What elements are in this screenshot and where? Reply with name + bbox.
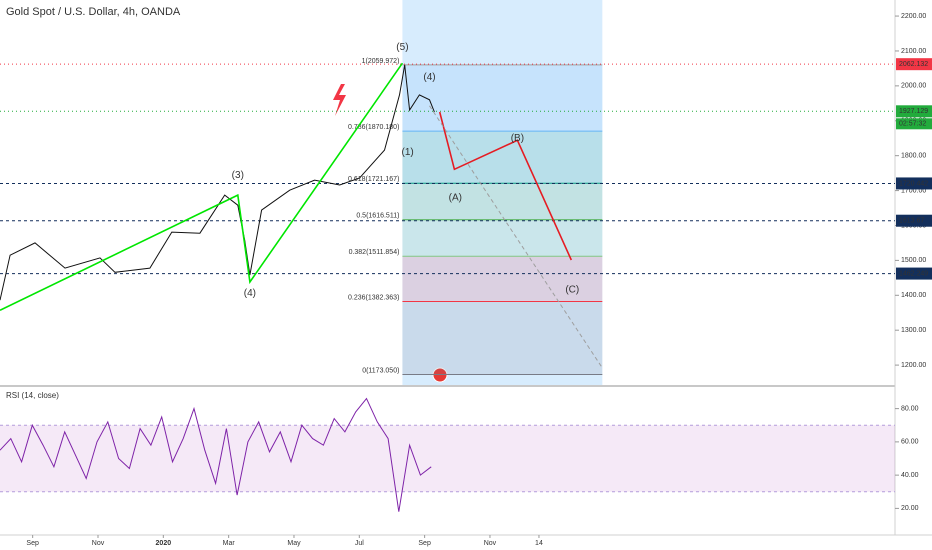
fib-band [402,131,603,184]
price-label: 1720.442 [899,180,928,187]
price-line [0,64,435,301]
wave-line [438,111,573,261]
y-tick-label: 2200.00 [901,13,926,20]
fib-label: 0.382(1511.854) [349,249,400,256]
fib-label: 0.618(1721.167) [348,176,399,183]
fib-label: 0(1173.050) [362,367,399,374]
fib-band [402,256,603,302]
y-tick-label: 40.00 [901,472,919,479]
countdown-box [896,118,932,130]
wave-label: (4) [244,288,256,299]
y-tick-label: 20.00 [901,505,919,512]
price-label-box [896,177,932,190]
price-label: 2062.132 [899,61,928,68]
price-label-box [896,214,932,227]
wave-label: (C) [565,285,579,296]
rsi-line [0,397,432,512]
fib-band [402,301,603,375]
x-tick-label: Sep [26,540,39,547]
price-label-box [896,105,932,118]
fib-label: 0.5(1616.511) [356,213,399,220]
price-label: 1927.129 [899,108,928,115]
x-tick-label: Nov [92,540,105,547]
highlight-column [402,0,603,385]
y-tick-label: 60.00 [901,439,919,446]
fib-band [402,183,603,220]
y-tick-label: 1400.00 [901,292,926,299]
lightning-icon [333,84,346,116]
fib-label: 1(2059.972) [362,58,400,65]
rsi-band [0,425,895,492]
x-tick-label: May [287,540,301,547]
y-tick-label: 1500.00 [901,257,926,264]
wave-label: (3) [232,170,244,181]
y-tick-label: 1200.00 [901,362,926,369]
chart-title: Gold Spot / U.S. Dollar, 4h, OANDA [6,6,181,18]
price-label: 1462.249 [899,270,928,277]
x-tick-label: Jul [355,540,364,547]
wave-label: (4) [423,72,435,83]
wave-label: (A) [449,193,462,204]
fib-band [402,64,603,132]
price-label-box [896,58,932,71]
wave-line [0,62,404,312]
wave-label: (5) [396,42,408,53]
x-tick-label: 14 [535,540,543,547]
wave-label: (B) [511,133,524,144]
y-tick-label: 2100.00 [901,48,926,55]
wave-label: (1) [402,147,414,158]
y-tick-label: 80.00 [901,405,919,412]
fib-band [402,219,603,257]
price-label: 1613.67 [899,218,924,225]
x-tick-label: Sep [418,540,431,547]
wave-line [429,105,603,369]
price-label-box [896,267,932,280]
x-tick-label: Nov [484,540,497,547]
countdown: 02:57:32 [899,121,926,128]
y-tick-label: 1800.00 [901,153,926,160]
y-tick-label: 1300.00 [901,327,926,334]
x-tick-label: Mar [223,540,236,547]
x-tick-label: 2020 [156,540,172,547]
fib-label: 0.786(1870.180) [348,124,399,131]
y-tick-label: 2000.00 [901,83,926,90]
fib-label: 0.236(1382.363) [348,294,399,301]
rsi-title: RSI (14, close) [6,391,59,400]
y-tick-label: 1700.00 [901,187,926,194]
